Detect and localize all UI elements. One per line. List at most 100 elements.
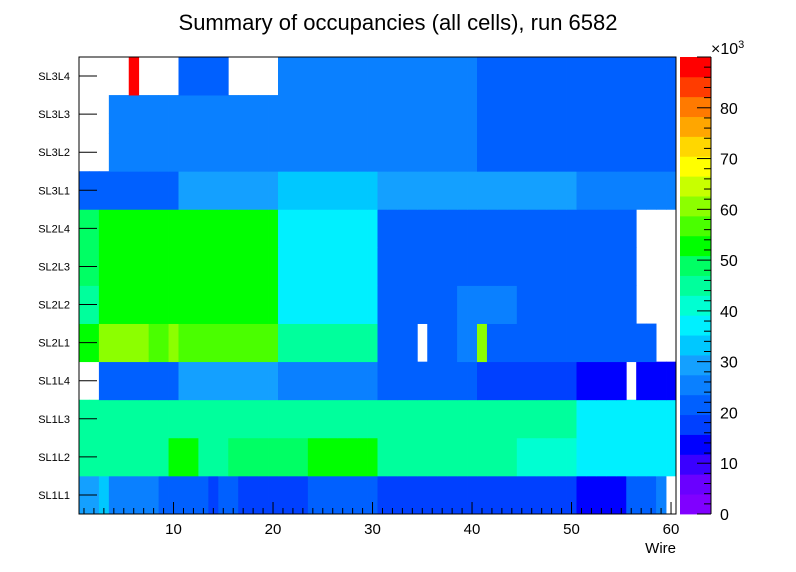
- heatmap-cell: [268, 361, 279, 401]
- heatmap-cell: [307, 437, 319, 477]
- heatmap-cell: [278, 437, 289, 477]
- heatmap-cell: [457, 285, 468, 324]
- heatmap-cell: [417, 437, 428, 477]
- heatmap-cell: [566, 323, 577, 363]
- heatmap-cell: [437, 171, 448, 210]
- z-tick-label: 80: [720, 101, 738, 118]
- heatmap-cell: [506, 171, 518, 210]
- heatmap-cell: [596, 247, 607, 286]
- heatmap-cell: [297, 95, 309, 134]
- heatmap-cell: [616, 361, 627, 401]
- heatmap-cell: [566, 171, 577, 210]
- heatmap-cell: [198, 285, 209, 324]
- heatmap-cell: [357, 171, 368, 210]
- heatmap-cell: [258, 171, 269, 210]
- heatmap-cell: [536, 95, 548, 134]
- heatmap-cell: [268, 247, 279, 286]
- heatmap-cell: [496, 209, 508, 248]
- y-tick-label: SL2L4: [38, 223, 70, 235]
- heatmap-cell: [307, 171, 319, 210]
- heatmap-cell: [576, 361, 587, 401]
- heatmap-cell: [427, 361, 438, 401]
- heatmap-cell: [278, 57, 289, 96]
- heatmap-cell: [198, 95, 209, 134]
- heatmap-cell: [556, 133, 567, 172]
- heatmap-cell: [556, 361, 567, 401]
- heatmap-cell: [178, 171, 189, 210]
- heatmap-cell: [477, 285, 488, 324]
- heatmap-cell: [397, 323, 408, 363]
- heatmap-cell: [108, 247, 120, 286]
- heatmap-cell: [158, 361, 169, 401]
- heatmap-cell: [566, 95, 577, 134]
- x-tick-label: 50: [563, 521, 580, 538]
- heatmap-cell: [636, 475, 647, 515]
- heatmap-cell: [258, 209, 269, 248]
- heatmap-cell: [188, 171, 199, 210]
- heatmap-cell: [546, 361, 557, 401]
- heatmap-cell: [606, 323, 617, 363]
- heatmap-cell: [238, 399, 249, 439]
- heatmap-cell: [168, 285, 179, 324]
- heatmap-cell: [138, 475, 150, 515]
- heatmap-cell: [516, 361, 528, 401]
- heatmap-cell: [108, 209, 120, 248]
- heatmap-cell: [666, 57, 677, 96]
- heatmap-cell: [128, 133, 140, 172]
- y-tick-label: SL3L3: [38, 109, 70, 121]
- heatmap-cell: [536, 399, 548, 439]
- heatmap-cell: [586, 57, 597, 96]
- heatmap-cell: [586, 285, 597, 324]
- heatmap-cell: [467, 437, 478, 477]
- heatmap-cell: [317, 475, 329, 515]
- heatmap-cell: [188, 323, 199, 363]
- heatmap-cell: [666, 171, 677, 210]
- heatmap-cell: [486, 209, 498, 248]
- heatmap-cell: [536, 323, 548, 363]
- heatmap-cell: [486, 475, 498, 515]
- heatmap-cell: [347, 171, 358, 210]
- heatmap-cell: [486, 285, 498, 324]
- heatmap-cell: [606, 475, 617, 515]
- heatmap-cell: [536, 475, 548, 515]
- heatmap-cell: [576, 171, 587, 210]
- y-tick-label: SL1L1: [38, 490, 70, 502]
- heatmap-cell: [347, 475, 358, 515]
- heatmap-cell: [128, 95, 140, 134]
- heatmap-cell: [108, 171, 120, 210]
- heatmap-cell: [307, 399, 319, 439]
- palette-segment: [680, 136, 711, 157]
- heatmap-cell: [258, 361, 269, 401]
- heatmap-cell: [317, 209, 329, 248]
- heatmap-cell: [307, 133, 319, 172]
- heatmap-cell: [287, 437, 299, 477]
- heatmap-cell: [596, 399, 607, 439]
- heatmap-cell: [516, 247, 528, 286]
- heatmap-cell: [437, 95, 448, 134]
- heatmap-cell: [337, 285, 349, 324]
- heatmap-cell: [268, 475, 279, 515]
- heatmap-cell: [526, 361, 538, 401]
- heatmap-cell: [238, 285, 249, 324]
- y-tick-label: SL3L1: [38, 185, 70, 197]
- heatmap-cell: [576, 133, 587, 172]
- heatmap-cell: [636, 171, 647, 210]
- y-axis: SL1L1 SL1L2 SL1L3 SL1L4 SL2L1 SL2L2 SL2L3 SL2L4…: [38, 71, 97, 502]
- heatmap-cell: [248, 171, 259, 210]
- heatmap-cell: [218, 437, 229, 477]
- heatmap-cell: [307, 323, 319, 363]
- heatmap-cell: [586, 437, 597, 477]
- heatmap-cell: [138, 95, 150, 134]
- heatmap-cell: [417, 475, 428, 515]
- heatmap-cell: [168, 437, 179, 477]
- heatmap-cell: [596, 57, 607, 96]
- heatmap-cell: [158, 171, 169, 210]
- heatmap-cell: [437, 323, 448, 363]
- heatmap-cell: [268, 399, 279, 439]
- heatmap-cell: [447, 209, 458, 248]
- heatmap-cell: [646, 399, 657, 439]
- heatmap-cell: [397, 285, 408, 324]
- heatmap-cell: [656, 133, 667, 172]
- heatmap-cell: [218, 171, 229, 210]
- heatmap-cell: [128, 399, 140, 439]
